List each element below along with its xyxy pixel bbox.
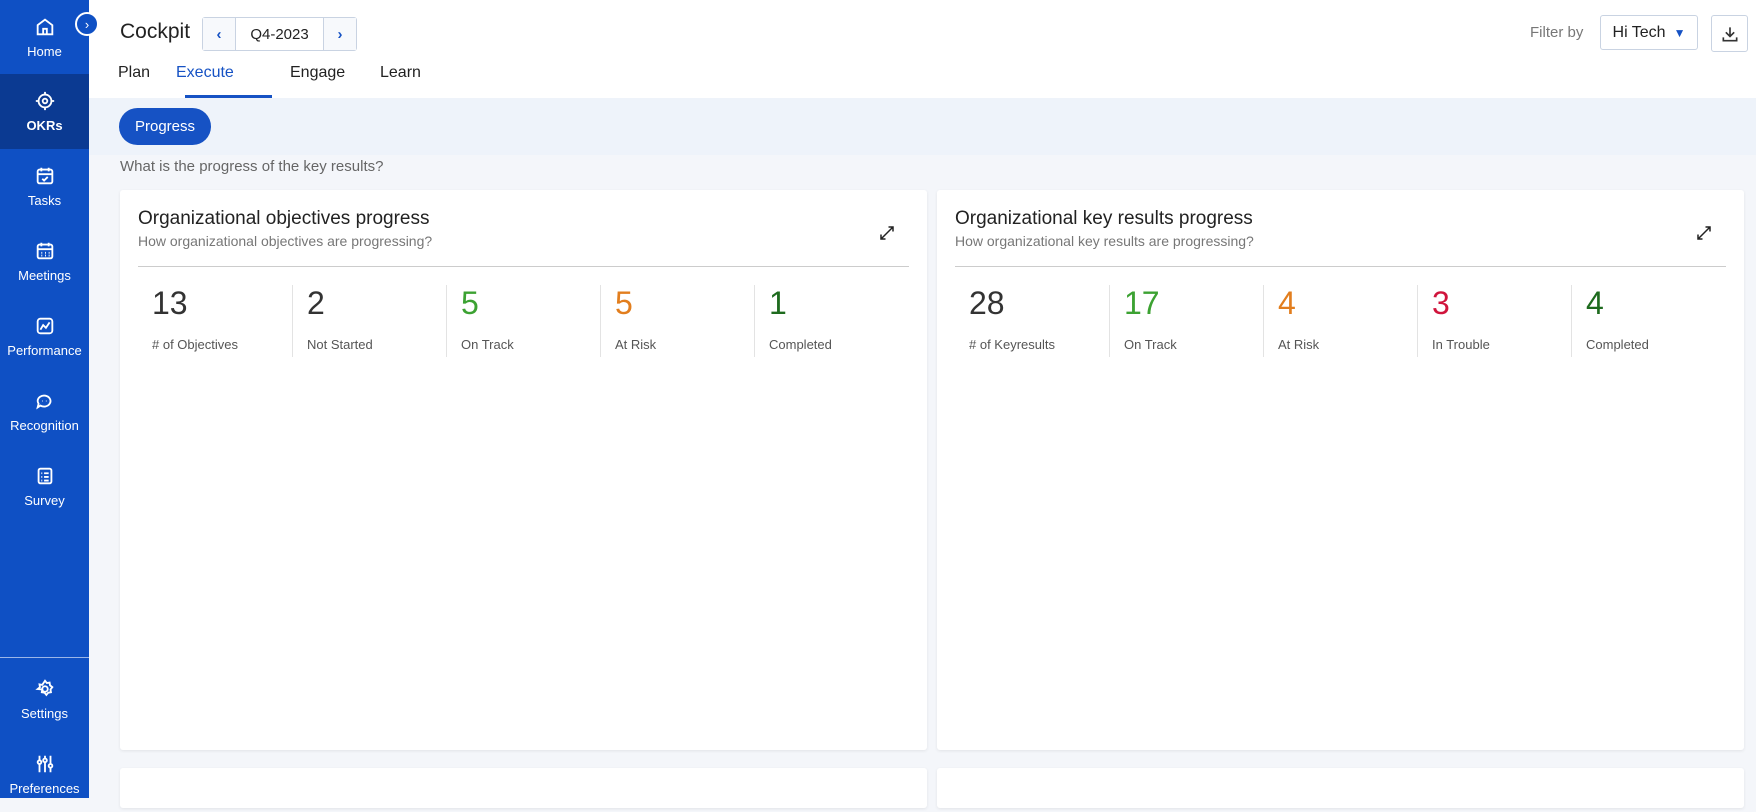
- subtab-bar: Progress: [89, 98, 1756, 155]
- stat-label: # of Objectives: [152, 337, 238, 352]
- sidebar-item-tasks[interactable]: Tasks: [0, 149, 89, 224]
- chart-line-icon: [36, 317, 53, 335]
- sidebar-toggle-chevron-right-icon[interactable]: ›: [75, 12, 99, 36]
- stat-item: 5 On Track: [446, 285, 600, 357]
- stat-label: On Track: [1124, 337, 1177, 352]
- tab-engage[interactable]: Engage: [290, 64, 346, 81]
- stat-item: 17 On Track: [1109, 285, 1263, 357]
- stat-label: Completed: [769, 337, 832, 352]
- sidebar-item-recognition[interactable]: Recognition: [0, 374, 89, 449]
- donut-chart: [937, 390, 1744, 750]
- chevron-down-icon: ▼: [1673, 25, 1686, 40]
- section-question: What is the progress of the key results?: [120, 158, 384, 175]
- card-title: Organizational key results progress: [955, 208, 1253, 229]
- download-button[interactable]: [1711, 15, 1748, 52]
- stat-item: 3 In Trouble: [1417, 285, 1571, 357]
- tab-learn[interactable]: Learn: [380, 64, 421, 81]
- stat-item: 1 Completed: [754, 285, 908, 357]
- stat-item: 13 # of Objectives: [138, 285, 292, 357]
- card-divider: [955, 266, 1726, 267]
- sidebar-item-okrs[interactable]: OKRs: [0, 74, 89, 149]
- calendar-check-icon: [36, 167, 53, 185]
- tab-execute[interactable]: Execute: [176, 64, 234, 81]
- stat-label: Not Started: [307, 337, 373, 352]
- home-icon: [36, 18, 53, 36]
- card-placeholder: [120, 768, 927, 808]
- chevron-right-icon[interactable]: ›: [324, 18, 356, 50]
- card-subtitle: How organizational objectives are progre…: [138, 233, 433, 249]
- sidebar-item-settings[interactable]: Settings: [0, 662, 89, 737]
- active-tab-indicator: [185, 95, 272, 98]
- sliders-icon: [36, 755, 53, 773]
- expand-icon: On Track : 17At Risk : 4In Trouble : 3Co…: [1697, 226, 1711, 240]
- card-subtitle: How organizational key results are progr…: [955, 233, 1254, 249]
- stat-value: 1: [769, 285, 787, 321]
- filter-dropdown[interactable]: Hi Tech ▼: [1600, 15, 1698, 50]
- stats-row: 13 # of Objectives 2 Not Started 5 On Track 5 A…: [138, 285, 909, 357]
- stat-value: 4: [1586, 285, 1604, 321]
- sidebar-item-preferences[interactable]: Preferences: [0, 737, 89, 812]
- sidebar-divider: [0, 657, 89, 658]
- sidebar-item-survey[interactable]: Survey: [0, 449, 89, 524]
- sidebar: Home OKRs Tasks Meetings Performance Rec…: [0, 0, 89, 798]
- chat-icon: [35, 394, 51, 410]
- expand-icon: Not Started : 2On Track : 5At Risk : 5Co…: [880, 226, 894, 240]
- card-placeholder: [937, 768, 1744, 808]
- stat-value: 5: [615, 285, 633, 321]
- sidebar-item-home[interactable]: Home: [0, 0, 89, 75]
- header: Cockpit ‹ Q4-2023 › Filter by Hi Tech ▼ …: [89, 0, 1756, 98]
- card-title: Organizational objectives progress: [138, 208, 430, 229]
- stat-value: 2: [307, 285, 325, 321]
- tab-plan[interactable]: Plan: [118, 64, 151, 81]
- stat-label: On Track: [461, 337, 514, 352]
- stat-item: 4 Completed: [1571, 285, 1725, 357]
- key-results-progress-card: Organizational key results progress How …: [937, 190, 1744, 750]
- stat-value: 4: [1278, 285, 1296, 321]
- sidebar-item-performance[interactable]: Performance: [0, 299, 89, 374]
- stat-value: 28: [969, 285, 1005, 321]
- target-icon: [35, 91, 54, 111]
- stat-item: 2 Not Started: [292, 285, 446, 357]
- stat-item: 28 # of Keyresults: [955, 285, 1109, 357]
- stat-label: At Risk: [1278, 337, 1320, 352]
- subtab-progress[interactable]: Progress: [119, 108, 211, 145]
- filter-value: Hi Tech: [1612, 23, 1666, 41]
- chevron-left-icon[interactable]: ‹: [203, 18, 235, 50]
- card-divider: [138, 266, 909, 267]
- stat-value: 17: [1124, 285, 1160, 321]
- sidebar-item-meetings[interactable]: Meetings: [0, 224, 89, 299]
- objectives-progress-card: Organizational objectives progress How o…: [120, 190, 927, 750]
- donut-chart: [120, 390, 927, 750]
- calendar-icon: [36, 242, 53, 260]
- filter-label: Filter by: [1530, 24, 1584, 41]
- gear-icon: [34, 679, 54, 697]
- stat-value: 3: [1432, 285, 1450, 321]
- stat-item: 4 At Risk: [1263, 285, 1417, 357]
- quarter-navigator: ‹ Q4-2023 ›: [202, 17, 357, 51]
- stat-label: In Trouble: [1432, 337, 1490, 352]
- list-icon: [37, 467, 52, 485]
- expand-button[interactable]: Not Started : 2On Track : 5At Risk : 5Co…: [872, 218, 902, 248]
- stats-row: 28 # of Keyresults 17 On Track 4 At Risk 3 In T…: [955, 285, 1726, 357]
- stat-label: Completed: [1586, 337, 1649, 352]
- stat-label: # of Keyresults: [969, 337, 1055, 352]
- stat-label: At Risk: [615, 337, 657, 352]
- stat-value: 5: [461, 285, 479, 321]
- quarter-value: Q4-2023: [235, 18, 324, 50]
- stat-value: 13: [152, 285, 188, 321]
- stat-item: 5 At Risk: [600, 285, 754, 357]
- page-title: Cockpit: [120, 20, 191, 43]
- expand-button[interactable]: On Track : 17At Risk : 4In Trouble : 3Co…: [1689, 218, 1719, 248]
- download-icon: [1722, 26, 1737, 41]
